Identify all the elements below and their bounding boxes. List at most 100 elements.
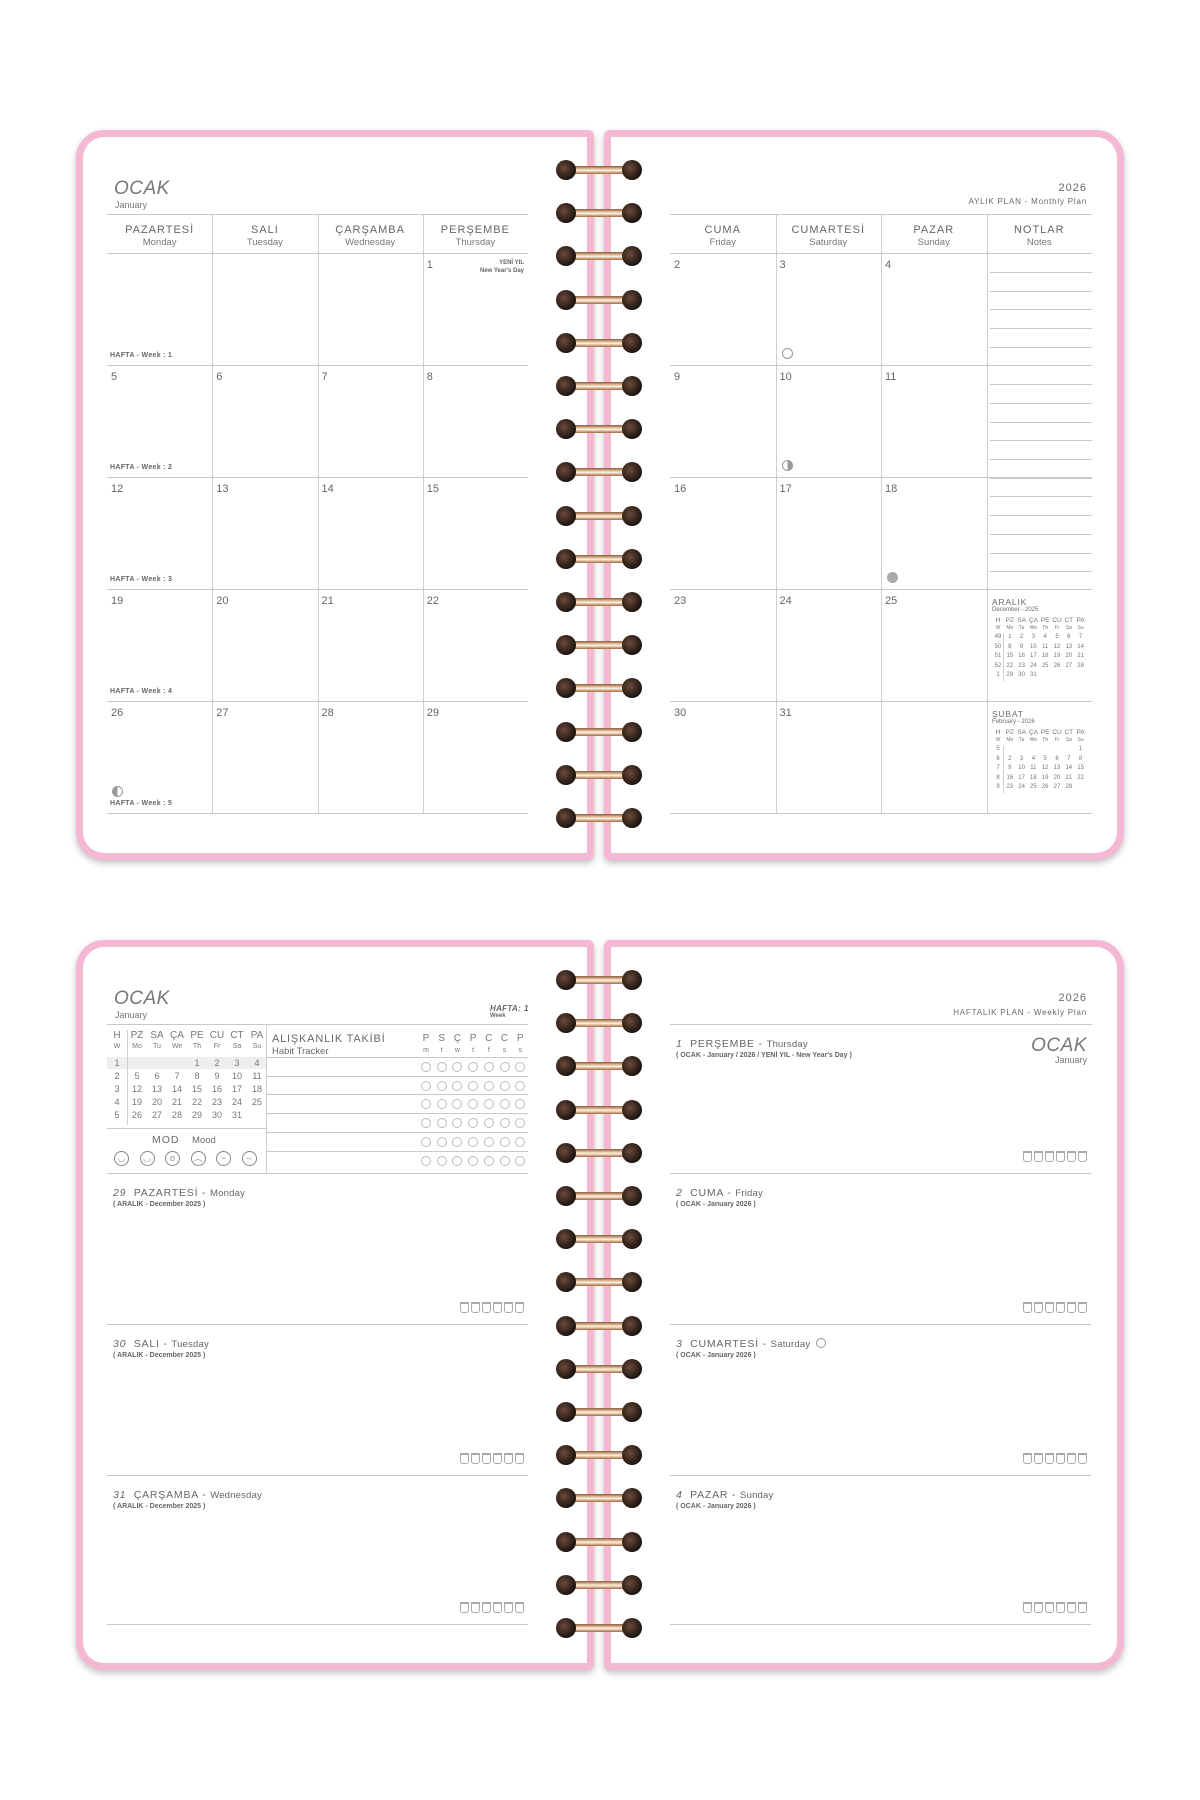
day-entry[interactable]: 2 CUMA - Friday ( OCAK - January 2026 ) [670,1173,1091,1324]
sad-face-icon[interactable]: ︵ [190,1151,206,1166]
calendar-day-cell[interactable]: 14 [318,477,423,589]
water-glass-icon[interactable] [1078,1602,1087,1613]
calendar-day-cell[interactable]: 1 YENİ YIL New Year's Day [423,253,528,365]
calendar-day-cell[interactable]: 28 [318,701,423,813]
calendar-day-cell[interactable]: 20 [212,589,317,701]
water-glass-icon[interactable] [504,1602,513,1613]
habit-checkbox[interactable] [421,1136,431,1147]
habit-checkbox[interactable] [436,1155,447,1166]
day-entry[interactable]: 29 PAZARTESİ - Monday ( ARALIK - December… [107,1173,528,1324]
habit-checkbox[interactable] [483,1155,494,1166]
water-glass-icon[interactable] [1023,1151,1032,1162]
happy-face-icon[interactable]: ◡ [114,1151,129,1166]
habit-checkbox[interactable] [515,1136,526,1147]
water-glass-icon[interactable] [1034,1302,1043,1313]
water-glass-icon[interactable] [1067,1151,1076,1162]
calendar-day-cell[interactable]: 23 [670,589,776,701]
habit-name-field[interactable] [270,1152,415,1169]
water-glass-icon[interactable] [493,1302,502,1313]
habit-checkbox[interactable] [499,1062,510,1072]
laughing-face-icon[interactable]: ◡ [139,1151,155,1166]
habit-checkbox[interactable] [468,1155,479,1166]
calendar-day-cell[interactable] [212,253,317,365]
calendar-day-cell[interactable] [318,253,423,365]
water-glass-icon[interactable] [504,1302,513,1313]
water-glass-icon[interactable] [482,1302,491,1313]
water-glass-icon[interactable] [515,1302,524,1313]
calendar-day-cell[interactable]: 15 [423,477,528,589]
calendar-day-cell[interactable]: 19 [107,589,212,701]
water-glass-icon[interactable] [460,1302,469,1313]
day-entry[interactable]: 31 ÇARŞAMBA - Wednesday ( ARALIK - Decemb… [107,1475,528,1624]
water-glass-icon[interactable] [515,1453,524,1464]
habit-checkbox[interactable] [436,1099,447,1110]
calendar-day-cell[interactable] [107,253,212,365]
day-entry[interactable]: 4 PAZAR - Sunday ( OCAK - January 2026 ) [670,1475,1091,1624]
calendar-day-cell[interactable]: 6 [212,365,317,477]
day-entry[interactable]: 30 SALI - Tuesday ( ARALIK - December 202… [107,1324,528,1475]
calendar-day-cell[interactable]: 9 [670,365,776,477]
water-glass-icon[interactable] [1045,1151,1054,1162]
habit-checkbox[interactable] [515,1155,526,1166]
calendar-day-cell[interactable]: 26 [107,701,212,813]
habit-checkbox[interactable] [483,1062,494,1072]
habit-name-field[interactable] [270,1095,415,1112]
habit-checkbox[interactable] [468,1080,479,1091]
calendar-day-cell[interactable]: 18 [881,477,987,589]
water-glass-icon[interactable] [1067,1602,1076,1613]
water-glass-icon[interactable] [482,1602,491,1613]
habit-checkbox[interactable] [468,1118,479,1129]
habit-checkbox[interactable] [452,1099,463,1110]
water-glass-icon[interactable] [1045,1302,1054,1313]
calendar-day-cell[interactable]: 22 [423,589,528,701]
habit-checkbox[interactable] [452,1155,463,1166]
habit-checkbox[interactable] [515,1118,526,1129]
neutral-face-icon[interactable]: – [241,1151,257,1166]
calendar-day-cell[interactable]: 3 [776,253,882,365]
water-glass-icon[interactable] [1056,1453,1065,1464]
calendar-day-cell[interactable]: 17 [776,477,882,589]
water-glass-icon[interactable] [504,1453,513,1464]
calendar-day-cell[interactable]: 29 [423,701,528,813]
water-glass-icon[interactable] [1067,1302,1076,1313]
day-entry[interactable]: 1 PERŞEMBE - Thursday ( OCAK - January / … [670,1024,1091,1173]
calendar-day-cell[interactable]: 10 [776,365,882,477]
habit-checkbox[interactable] [436,1118,447,1129]
water-glass-icon[interactable] [1067,1453,1076,1464]
calendar-day-cell[interactable]: 25 [881,589,987,701]
water-glass-icon[interactable] [460,1602,469,1613]
calendar-day-cell[interactable]: 8 [423,365,528,477]
water-glass-icon[interactable] [471,1453,480,1464]
water-glass-icon[interactable] [1034,1602,1043,1613]
habit-checkbox[interactable] [515,1080,526,1091]
habit-checkbox[interactable] [436,1080,447,1091]
water-glass-icon[interactable] [493,1602,502,1613]
water-glass-icon[interactable] [1045,1602,1054,1613]
water-glass-icon[interactable] [515,1602,524,1613]
calendar-day-cell[interactable]: 16 [670,477,776,589]
water-glass-icon[interactable] [471,1602,480,1613]
habit-checkbox[interactable] [421,1080,431,1091]
habit-checkbox[interactable] [468,1062,479,1072]
water-glass-icon[interactable] [482,1453,491,1464]
calendar-day-cell[interactable]: 11 [881,365,987,477]
calendar-day-cell[interactable]: 5 [107,365,212,477]
habit-checkbox[interactable] [421,1155,431,1166]
habit-checkbox[interactable] [499,1155,510,1166]
calendar-day-cell[interactable]: 30 [670,701,776,813]
habit-checkbox[interactable] [452,1080,463,1091]
water-glass-icon[interactable] [1023,1453,1032,1464]
water-glass-icon[interactable] [1078,1302,1087,1313]
habit-checkbox[interactable] [436,1062,447,1072]
calendar-day-cell[interactable]: 24 [776,589,882,701]
habit-checkbox[interactable] [515,1062,526,1072]
notes-area[interactable] [986,253,1092,589]
habit-checkbox[interactable] [452,1062,463,1072]
calendar-day-cell[interactable]: 27 [212,701,317,813]
habit-checkbox[interactable] [499,1099,510,1110]
water-glass-icon[interactable] [1078,1453,1087,1464]
habit-checkbox[interactable] [483,1118,494,1129]
water-glass-icon[interactable] [1078,1151,1087,1162]
habit-checkbox[interactable] [452,1136,463,1147]
water-glass-icon[interactable] [1034,1453,1043,1464]
